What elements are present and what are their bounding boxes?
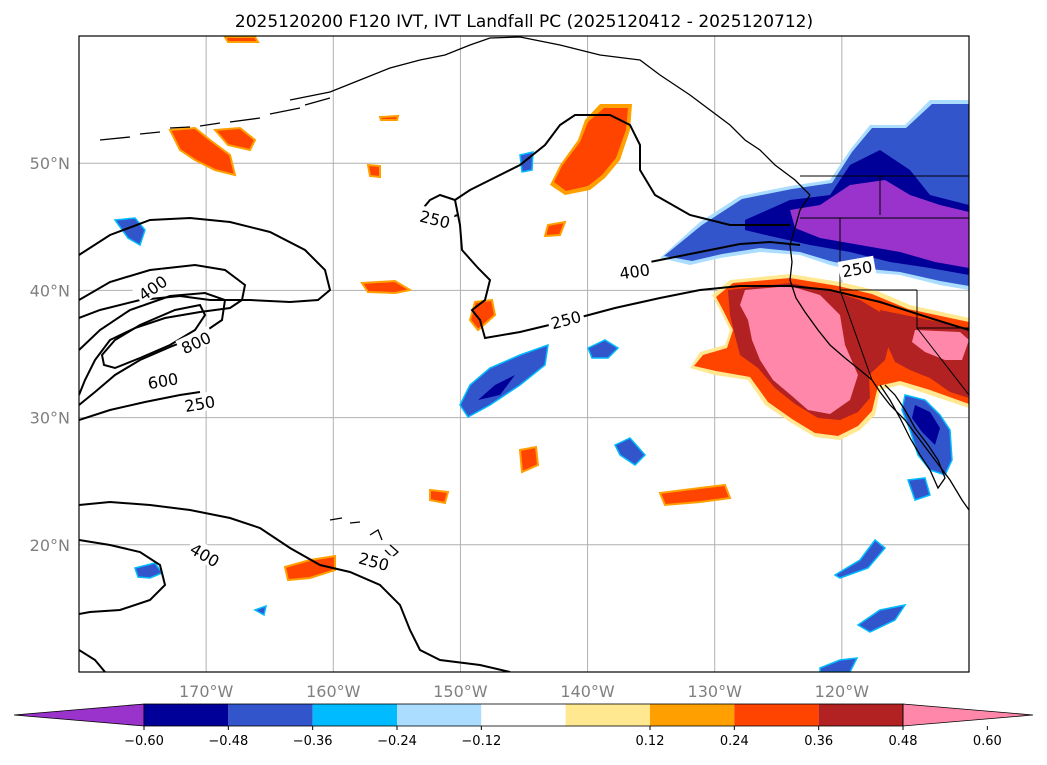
contour-250-central xyxy=(454,199,969,340)
lat-tick-label: 20°N xyxy=(30,536,70,555)
contour-label: 250 xyxy=(837,255,877,281)
contour-250-west-lower xyxy=(79,391,201,421)
axis-tick-labels: 170°W 160°W 150°W 140°W 130°W 120°W 20°N 30°N 40… xyxy=(30,154,870,701)
contour-label-halo xyxy=(837,255,877,280)
lon-tick-label: 160°W xyxy=(306,682,361,701)
colorbar-tick-label: 0.12 xyxy=(636,734,665,749)
contour-label-halo xyxy=(545,305,586,333)
negative-ivt-regions xyxy=(113,100,969,672)
colorbar-swatch xyxy=(228,704,313,726)
lon-tick-label: 130°W xyxy=(688,682,743,701)
colorbar-frame xyxy=(143,703,904,727)
negative-region-patch-3 xyxy=(613,437,647,466)
figure-title: 2025120200 F120 IVT, IVT Landfall PC (20… xyxy=(235,12,813,32)
positive-region-patch-4 xyxy=(658,483,732,507)
positive-region-nevada-pink xyxy=(912,330,969,360)
contour-250-south xyxy=(79,500,511,672)
contour-label-halo xyxy=(185,537,226,571)
negative-region-pacific-northwest-purple xyxy=(790,180,969,268)
coastline-north-america xyxy=(789,194,969,511)
contour-600-west xyxy=(79,291,227,406)
negative-region-central-pacific-navy xyxy=(478,375,515,400)
coastline-baja xyxy=(879,384,946,490)
colorbar-tick-label: 0.24 xyxy=(720,734,749,749)
colorbar-swatch xyxy=(734,704,819,726)
negative-region-patch-9 xyxy=(819,657,859,672)
negative-region-patch-7 xyxy=(134,562,164,579)
negative-region-patch-2 xyxy=(587,339,620,359)
negative-region-patch-10 xyxy=(253,604,268,617)
coastline-alaska xyxy=(289,36,811,196)
colorbar-swatch xyxy=(565,704,650,726)
colorbar-swatch xyxy=(818,704,903,726)
colorbar-tick-label: 0.48 xyxy=(889,734,918,749)
coastline-hawaii xyxy=(329,517,400,558)
lat-tick-label: 30°N xyxy=(30,409,70,428)
contour-ridge-south xyxy=(79,649,106,672)
lon-tick-label: 120°W xyxy=(815,682,870,701)
lat-tick-label: 40°N xyxy=(30,281,70,300)
positive-region-patch-1 xyxy=(360,279,413,295)
positive-region-aleutian-2 xyxy=(212,126,257,152)
colorbar-extend-high xyxy=(902,703,1034,727)
positive-region-patch-10 xyxy=(378,114,400,121)
colorbar-tick-label: −0.12 xyxy=(461,734,501,749)
positive-region-patch-8 xyxy=(223,36,260,43)
contour-label: 600 xyxy=(143,367,183,393)
positive-region-patch-3 xyxy=(543,220,567,238)
lon-tick-label: 150°W xyxy=(433,682,488,701)
lon-tick-label: 140°W xyxy=(560,682,615,701)
contour-label-halo xyxy=(415,205,455,232)
colorbar-swatch xyxy=(312,704,397,726)
negative-region-baja-navy xyxy=(912,405,940,445)
coastline-aleutians xyxy=(99,97,331,141)
negative-region-patch-8 xyxy=(906,477,931,501)
positive-region-patch-7 xyxy=(429,488,450,505)
positive-region-patch-6 xyxy=(518,445,540,474)
contour-800-west xyxy=(100,303,207,370)
contour-label-halo xyxy=(175,325,216,358)
colorbar-swatch xyxy=(144,704,229,726)
colorbar-swatch xyxy=(397,704,482,726)
contour-label-halo xyxy=(143,367,183,392)
negative-region-patch-5 xyxy=(833,538,887,579)
colorbar-tick-label: 0.36 xyxy=(804,734,833,749)
contour-400-south xyxy=(79,539,167,615)
coastlines xyxy=(99,36,969,558)
contour-400-west xyxy=(79,263,247,396)
contour-label-text: 400 xyxy=(618,260,651,283)
colorbar-extend-low xyxy=(13,703,145,727)
positive-region-gulf-of-alaska-red xyxy=(554,108,628,191)
colorbar-tick-label: −0.60 xyxy=(124,734,164,749)
negative-region-patch-6 xyxy=(856,603,907,633)
colorbar: −0.60 −0.48 −0.36 −0.24 −0.12 0.12 0.24 0.36 0.4… xyxy=(13,703,1034,749)
positive-region-patch-9 xyxy=(366,163,381,179)
colorbar-swatch xyxy=(481,704,566,726)
positive-ivt-regions xyxy=(168,36,969,582)
colorbar-tick-label: 0.60 xyxy=(973,734,1002,749)
colorbar-tick-label: −0.36 xyxy=(293,734,333,749)
ivt-contours xyxy=(79,114,969,672)
contour-label-halo xyxy=(180,390,219,415)
map-frame xyxy=(78,35,970,673)
contour-label-halo xyxy=(615,258,654,282)
colorbar-tick-label: −0.24 xyxy=(377,734,417,749)
lon-tick-label: 170°W xyxy=(179,682,234,701)
lat-tick-label: 50°N xyxy=(30,154,70,173)
positive-region-california-pink xyxy=(740,286,858,414)
contour-label: 400 xyxy=(615,258,654,283)
state-borders xyxy=(800,175,969,396)
colorbar-swatch xyxy=(650,704,735,726)
contour-label-halo xyxy=(132,269,173,305)
colorbar-tick-label: −0.48 xyxy=(208,734,248,749)
positive-region-aleutian xyxy=(168,126,237,177)
